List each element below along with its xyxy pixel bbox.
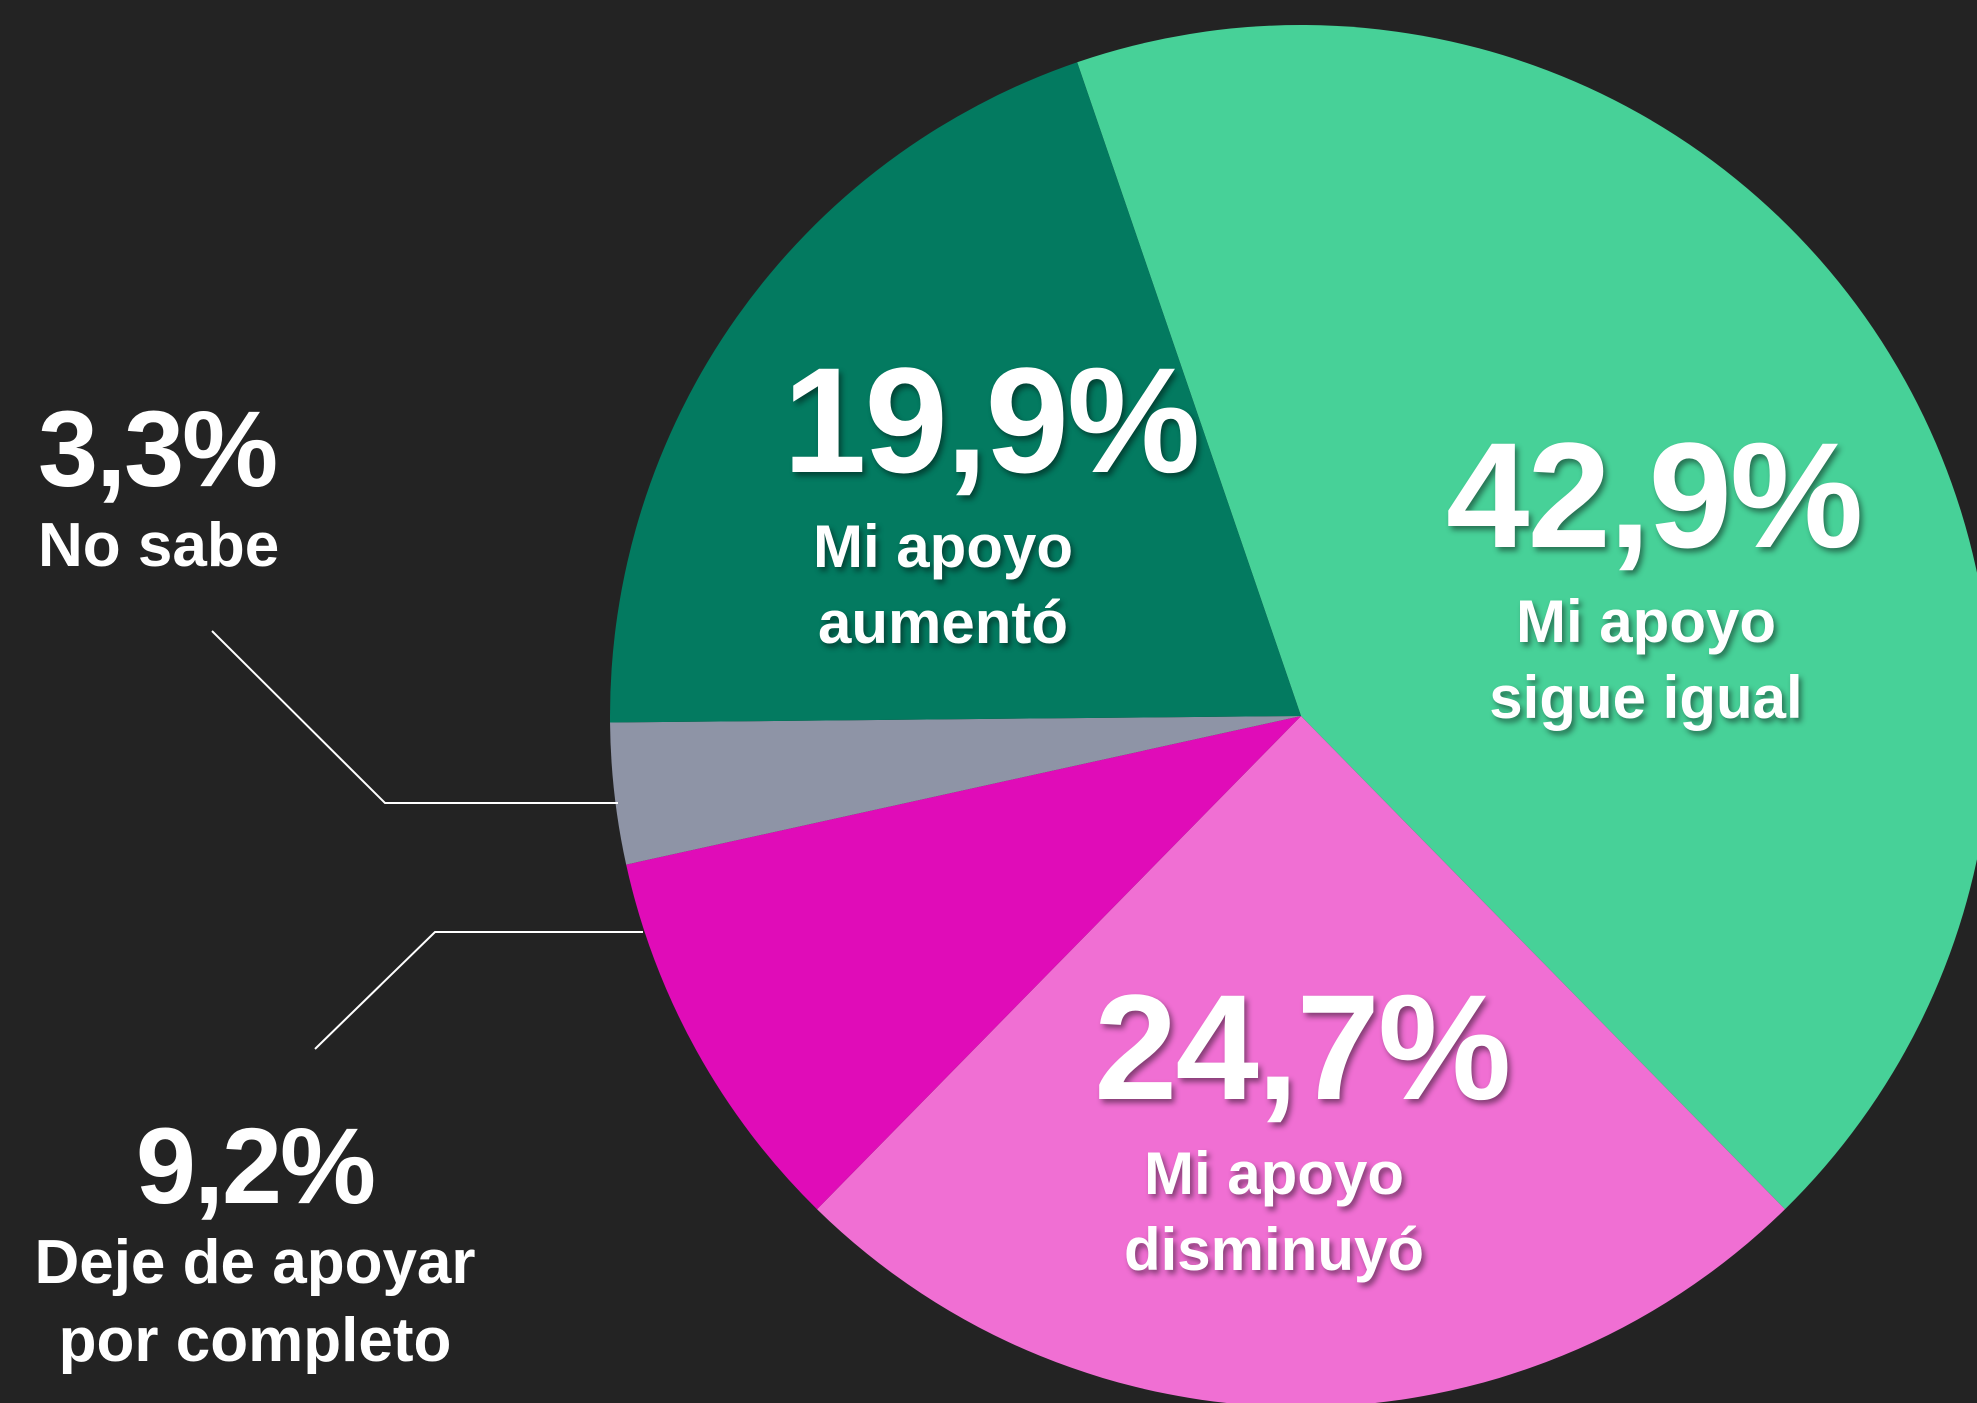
pie-slice	[626, 716, 1301, 1210]
value-label: 3,3%	[38, 388, 278, 509]
pie-slice	[817, 716, 1785, 1403]
leader-line	[314, 931, 643, 1050]
slice-label: 3,3% No sabe	[38, 395, 438, 585]
slice-label: 42,9% Mi apoyo sigue igual	[1446, 411, 1863, 736]
category-label: Mi apoyo aumentó	[812, 513, 1073, 656]
slice-label: 24,7% Mi apoyo disminuyó	[1094, 963, 1511, 1288]
value-label: 9,2%	[135, 1105, 376, 1226]
category-label: Mi apoyo sigue igual	[1489, 588, 1803, 731]
pie-slice	[610, 62, 1301, 723]
leader-line	[211, 630, 618, 804]
value-label: 19,9%	[783, 336, 1200, 504]
pie-slice	[610, 716, 1301, 865]
pie-slice	[1077, 25, 1977, 1210]
slice-label: 19,9% Mi apoyo aumentó	[783, 336, 1200, 661]
category-label: Mi apoyo disminuyó	[1123, 1140, 1425, 1283]
slice-label: 9,2% Deje de apoyar por completo	[0, 1112, 510, 1380]
value-label: 42,9%	[1446, 411, 1863, 579]
category-label: Deje de apoyar por completo	[34, 1228, 476, 1375]
category-label: No sabe	[38, 511, 280, 580]
value-label: 24,7%	[1094, 963, 1511, 1131]
